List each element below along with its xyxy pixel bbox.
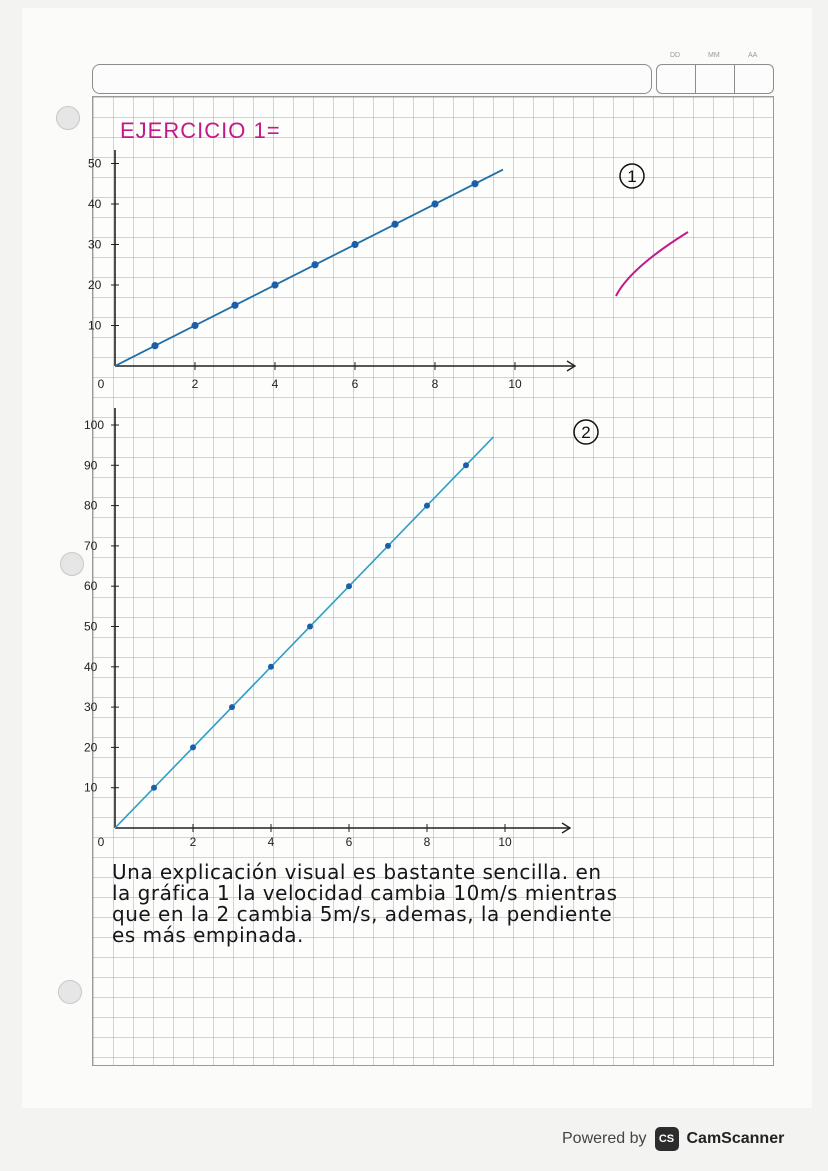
y-tick-label: 40 (88, 197, 102, 211)
y-tick-label: 30 (84, 700, 98, 714)
y-tick-label: 10 (88, 319, 102, 333)
chart-number-label: 2 (581, 423, 590, 442)
exercise-title: EJERCICIO 1= (120, 118, 281, 143)
x-tick-label: 2 (190, 835, 197, 849)
y-tick-label: 60 (84, 579, 98, 593)
data-point (231, 301, 239, 309)
y-tick-label: 20 (88, 278, 102, 292)
explanation-text: Una explicación visual es bastante senci… (112, 862, 762, 946)
y-tick-label: 30 (88, 238, 102, 252)
data-point (471, 180, 479, 188)
data-point (385, 542, 391, 549)
data-point (229, 704, 235, 711)
date-label-year: AA (748, 52, 758, 59)
y-tick-label: 10 (84, 781, 98, 795)
y-tick-label: 40 (84, 660, 98, 674)
scanner-watermark: Powered by CS CamScanner (562, 1124, 784, 1154)
data-point (311, 261, 319, 269)
y-tick-label: 100 (84, 418, 104, 432)
explanation-line: la gráfica 1 la velocidad cambia 10m/s m… (112, 881, 618, 905)
x-tick-label: 10 (508, 377, 522, 391)
x-tick-label: 0 (98, 835, 105, 849)
y-tick-label: 50 (88, 157, 102, 171)
y-tick-label: 90 (84, 458, 98, 472)
data-point (391, 220, 399, 228)
data-point (271, 281, 279, 289)
explanation-line: que en la 2 cambia 5m/s, ademas, la pend… (112, 902, 613, 926)
y-tick-label: 50 (84, 620, 98, 634)
date-field (656, 64, 774, 94)
camscanner-logo-icon: CS (654, 1127, 679, 1151)
x-axis-arrow-icon (566, 360, 577, 372)
series-line (114, 168, 504, 367)
chart-2: 0 2 4 6 8 10 10 20 30 40 50 60 70 80 90 100 2 (84, 408, 599, 849)
data-point (268, 663, 274, 670)
data-point (151, 342, 159, 350)
x-tick-label: 6 (352, 377, 359, 391)
data-point (307, 623, 313, 630)
data-point (190, 744, 196, 751)
graph-paper-grid (92, 96, 774, 1066)
x-tick-label: 6 (346, 835, 353, 849)
camscanner-brand: CamScanner (686, 1130, 785, 1147)
explanation-line: Una explicación visual es bastante senci… (112, 860, 602, 884)
x-tick-label: 8 (432, 377, 439, 391)
data-point (151, 784, 157, 791)
x-tick-label: 10 (498, 835, 512, 849)
data-point (424, 502, 430, 509)
chart-number-label: 1 (627, 167, 636, 186)
series-line (114, 436, 494, 829)
check-mark-icon (615, 231, 689, 297)
powered-by-label: Powered by (562, 1130, 647, 1147)
binder-hole-top (56, 106, 80, 130)
x-tick-label: 2 (192, 377, 199, 391)
date-label-month: MM (708, 52, 720, 59)
date-label-day: DD (670, 52, 681, 59)
chart-1: 0 2 4 6 8 10 10 20 30 40 50 1 (88, 150, 645, 391)
chart-number-circle (619, 163, 645, 189)
x-tick-label: 8 (424, 835, 431, 849)
data-point (191, 321, 199, 330)
x-axis-arrow-icon (561, 822, 572, 834)
data-point (431, 200, 439, 208)
x-tick-label: 0 (98, 377, 105, 391)
binder-hole-middle (60, 552, 84, 576)
explanation-line: es más empinada. (112, 923, 304, 947)
data-point (351, 240, 359, 249)
data-point (463, 462, 469, 469)
y-tick-label: 80 (84, 499, 98, 513)
chart-number-circle (573, 419, 599, 445)
header-field (92, 64, 652, 94)
binder-hole-bottom (58, 980, 82, 1004)
x-tick-label: 4 (268, 835, 275, 849)
data-point (346, 583, 352, 590)
y-tick-label: 70 (84, 539, 98, 553)
y-tick-label: 20 (84, 740, 98, 754)
x-tick-label: 4 (272, 377, 279, 391)
